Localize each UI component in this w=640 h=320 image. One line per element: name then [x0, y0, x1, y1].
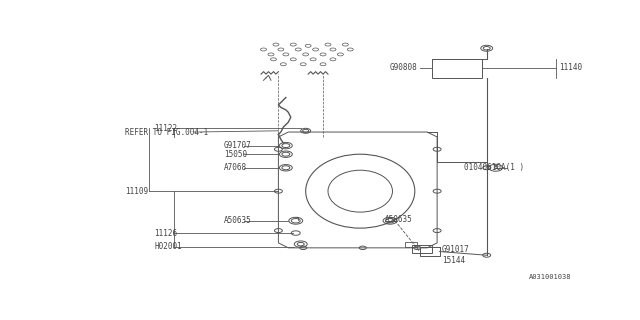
Text: G91707: G91707 — [224, 141, 252, 150]
Text: A50635: A50635 — [224, 216, 252, 225]
Text: H02001: H02001 — [154, 242, 182, 251]
Text: A50635: A50635 — [385, 215, 413, 224]
Text: A7068: A7068 — [224, 163, 247, 172]
Text: G91017: G91017 — [442, 244, 470, 253]
Text: 01040610A(1 ): 01040610A(1 ) — [465, 163, 525, 172]
Text: G90808: G90808 — [390, 63, 417, 72]
Text: 11140: 11140 — [559, 63, 582, 72]
Text: B: B — [494, 165, 497, 170]
Text: 15050: 15050 — [224, 150, 247, 159]
Text: A031001038: A031001038 — [529, 274, 571, 280]
Text: 11122: 11122 — [154, 124, 177, 133]
Text: 11109: 11109 — [125, 187, 148, 196]
Text: REFER TO FIG.004-1: REFER TO FIG.004-1 — [125, 128, 208, 137]
Text: 15144: 15144 — [442, 256, 465, 265]
Text: 11126: 11126 — [154, 228, 177, 237]
